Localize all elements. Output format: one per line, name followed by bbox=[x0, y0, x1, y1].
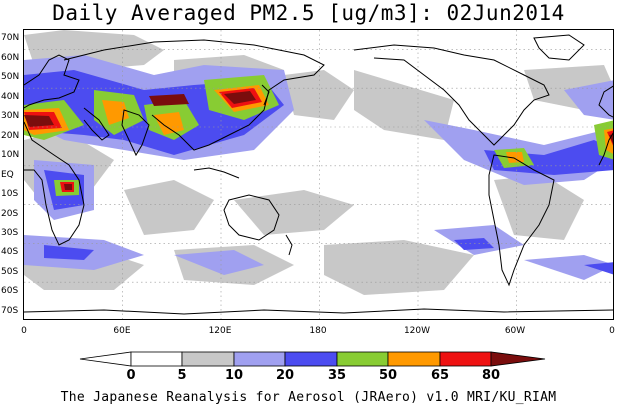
lat-tick-label: 50N bbox=[1, 72, 20, 82]
lon-tick-label: 0 bbox=[21, 326, 27, 336]
colorbar-segment-10-20 bbox=[233, 351, 286, 367]
colorbar-label: 20 bbox=[275, 368, 295, 383]
map-gridlines bbox=[24, 30, 613, 319]
colorbar bbox=[79, 351, 546, 367]
colorbar-label: 10 bbox=[224, 368, 244, 383]
lon-tick-label: 60E bbox=[113, 326, 131, 336]
colorbar-segment-5-10 bbox=[181, 351, 235, 367]
colorbar-label: 50 bbox=[378, 368, 398, 383]
map-title: Daily Averaged PM2.5 [ug/m3]: 02Jun2014 bbox=[52, 1, 565, 25]
lat-tick-label: 30S bbox=[1, 228, 19, 238]
lon-tick-label: 0 bbox=[609, 326, 615, 336]
lat-tick-label: 10S bbox=[1, 189, 19, 199]
pm25-map bbox=[23, 29, 614, 320]
lat-tick-label: 70S bbox=[1, 306, 19, 316]
colorbar-segment-0-5 bbox=[130, 351, 183, 367]
lon-tick-label: 60W bbox=[504, 326, 526, 336]
colorbar-segment-35-50 bbox=[336, 351, 389, 367]
lat-tick-label: 70N bbox=[1, 33, 20, 43]
colorbar-label: 0 bbox=[126, 368, 136, 383]
colorbar-segment-above-80 bbox=[490, 351, 546, 367]
colorbar-segment-65-80 bbox=[439, 351, 492, 367]
pm25-band-above-80 bbox=[24, 91, 613, 190]
colorbar-label: 80 bbox=[481, 368, 501, 383]
colorbar-segment-20-35 bbox=[284, 351, 338, 367]
colorbar-segment-50-65 bbox=[387, 351, 441, 367]
pm25-band-5-10 bbox=[24, 30, 613, 295]
lat-tick-label: 40S bbox=[1, 247, 19, 257]
lat-tick-label: 50S bbox=[1, 267, 19, 277]
lat-tick-label: 30N bbox=[1, 111, 20, 121]
lat-tick-label: 20S bbox=[1, 209, 19, 219]
lat-tick-label: 20N bbox=[1, 131, 20, 141]
colorbar-segment-below-0 bbox=[79, 351, 132, 367]
footer-credit: The Japanese Reanalysis for Aerosol (JRA… bbox=[60, 390, 557, 405]
coastlines bbox=[24, 34, 613, 315]
map-canvas bbox=[24, 30, 613, 319]
lon-tick-label: 120W bbox=[403, 326, 431, 336]
lat-tick-label: 10N bbox=[1, 150, 20, 160]
colorbar-label: 35 bbox=[327, 368, 347, 383]
lat-tick-label: 60N bbox=[1, 53, 20, 63]
colorbar-label: 5 bbox=[177, 368, 187, 383]
lon-tick-label: 180 bbox=[309, 326, 327, 336]
lat-tick-label: 40N bbox=[1, 92, 20, 102]
lat-tick-label: EQ bbox=[1, 170, 14, 180]
lon-tick-label: 120E bbox=[208, 326, 232, 336]
colorbar-label: 65 bbox=[430, 368, 450, 383]
lat-tick-label: 60S bbox=[1, 286, 19, 296]
